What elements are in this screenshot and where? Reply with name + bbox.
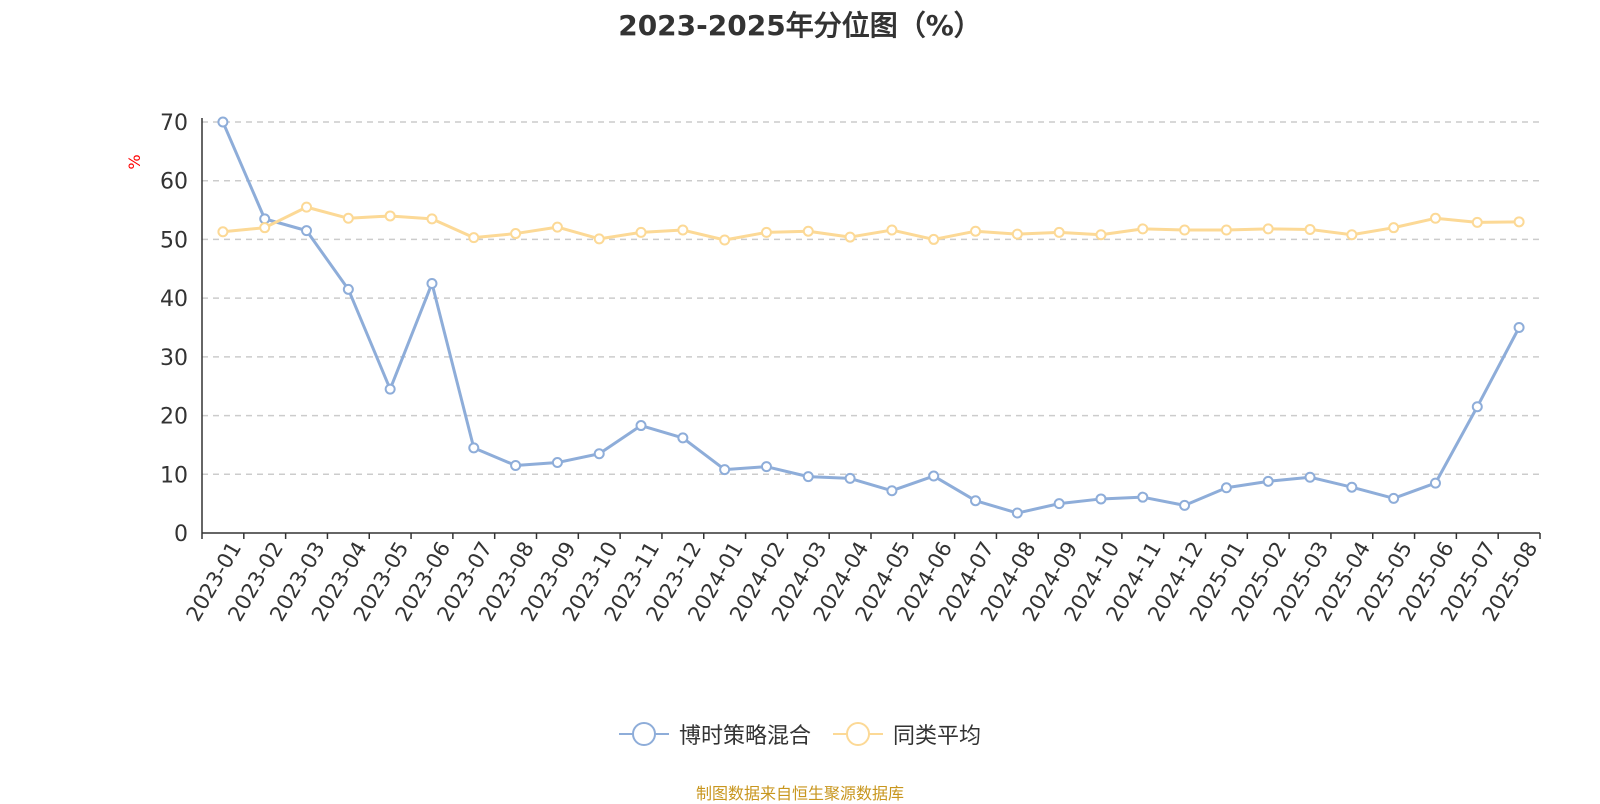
legend-item-series-2[interactable]: 同类平均: [833, 718, 981, 750]
data-point: [1513, 322, 1525, 333]
data-point: [1179, 224, 1191, 236]
data-point: [677, 432, 689, 444]
data-point: [970, 225, 982, 237]
data-point: [719, 234, 731, 246]
data-point: [1262, 223, 1274, 235]
data-point: [844, 472, 856, 484]
y-axis-unit-label: %: [125, 154, 144, 169]
data-point: [301, 225, 313, 237]
data-point: [886, 224, 898, 236]
data-point: [342, 212, 354, 224]
data-point: [510, 459, 522, 471]
data-point: [928, 233, 940, 245]
data-point: [468, 232, 480, 244]
y-tick-label: 20: [160, 405, 188, 430]
legend-label-series-2: 同类平均: [893, 724, 982, 749]
series-line-2: [222, 205, 1520, 242]
data-point: [1429, 477, 1441, 489]
axes: 0102030405060702023-012023-022023-032023…: [160, 111, 1542, 625]
y-tick-label: 30: [160, 346, 188, 371]
data-point: [1095, 229, 1107, 241]
y-tick-label: 0: [174, 522, 188, 547]
data-point: [844, 231, 856, 243]
data-point: [301, 201, 313, 213]
data-point: [593, 233, 605, 245]
legend-label-series-1: 博时策略混合: [678, 724, 811, 749]
data-point: [593, 448, 605, 460]
data-point: [1220, 482, 1232, 494]
data-point: [1220, 224, 1232, 236]
data-point: [635, 226, 647, 238]
data-point: [551, 457, 563, 469]
data-point: [426, 277, 438, 289]
data-point: [1304, 223, 1316, 235]
data-point: [384, 383, 396, 395]
data-point: [719, 464, 731, 476]
data-point: [1095, 493, 1107, 505]
data-point: [802, 471, 814, 483]
data-point: [384, 210, 396, 222]
data-point: [1346, 229, 1358, 241]
data-point: [677, 224, 689, 236]
chart-title: 2023-2025年分位图（%）: [618, 9, 982, 42]
data-point: [760, 461, 772, 473]
data-point: [259, 222, 271, 234]
series-line-1: [221, 121, 1521, 515]
data-point: [970, 495, 982, 507]
data-point: [886, 485, 898, 497]
y-tick-label: 50: [160, 228, 188, 253]
data-point: [426, 213, 438, 225]
data-point: [468, 442, 480, 454]
data-point: [1346, 481, 1358, 493]
y-tick-label: 70: [160, 111, 188, 136]
data-point: [1011, 507, 1023, 519]
data-point: [1513, 216, 1525, 228]
data-point: [1137, 491, 1149, 503]
y-tick-label: 40: [160, 287, 188, 312]
data-point: [1011, 228, 1023, 240]
data-point: [510, 228, 522, 240]
data-point: [1471, 401, 1483, 413]
data-point: [1053, 226, 1065, 238]
data-point: [1388, 492, 1400, 504]
data-point: [1471, 216, 1483, 228]
data-point: [1429, 212, 1441, 224]
data-point: [217, 226, 229, 238]
grid-lines: [202, 121, 1540, 476]
data-point: [1262, 475, 1274, 487]
data-point: [1137, 223, 1149, 235]
data-point: [342, 283, 354, 295]
data-point: [928, 470, 940, 482]
y-tick-label: 10: [160, 463, 188, 488]
series: [217, 116, 1525, 519]
data-point: [802, 225, 814, 237]
data-point: [635, 420, 647, 432]
data-point: [1053, 498, 1065, 510]
y-tick-label: 60: [160, 170, 188, 195]
data-point: [1388, 222, 1400, 234]
source-note: 制图数据来自恒生聚源数据库: [695, 784, 904, 803]
data-point: [1179, 499, 1191, 511]
legend: 博时策略混合 同类平均: [0, 718, 1600, 750]
data-point: [760, 226, 772, 238]
data-point: [551, 221, 563, 233]
data-point: [259, 213, 271, 225]
legend-marker-series-2: [833, 722, 883, 746]
data-point: [1304, 471, 1316, 483]
legend-item-series-1[interactable]: 博时策略混合: [618, 718, 811, 750]
data-point: [217, 116, 229, 128]
legend-marker-series-1: [618, 722, 669, 746]
